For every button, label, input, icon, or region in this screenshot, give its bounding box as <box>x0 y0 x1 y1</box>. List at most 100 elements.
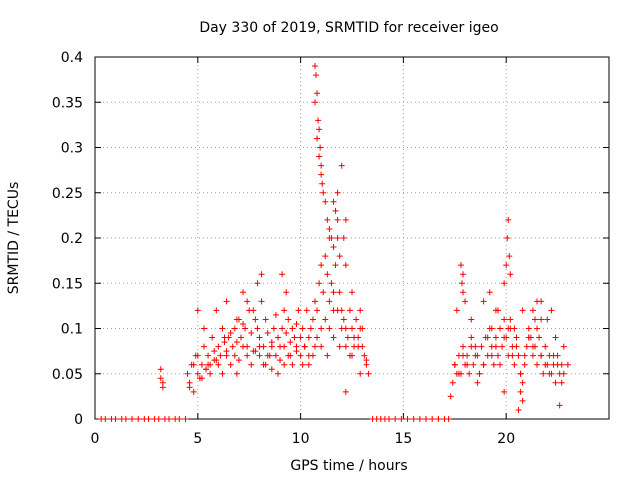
data-point <box>258 271 265 278</box>
grid-lines <box>95 57 609 419</box>
data-point <box>318 325 325 332</box>
data-point <box>221 334 228 341</box>
data-point <box>328 280 335 287</box>
data-point <box>556 402 563 409</box>
data-point <box>309 316 316 323</box>
data-point <box>497 325 504 332</box>
data-point <box>219 325 226 332</box>
data-point <box>355 343 362 350</box>
data-point <box>336 343 343 350</box>
data-point <box>517 388 524 395</box>
data-point <box>416 416 423 422</box>
data-point <box>435 416 442 422</box>
data-point <box>297 352 304 359</box>
data-point <box>254 325 261 332</box>
data-point <box>135 416 142 422</box>
data-point <box>176 416 183 422</box>
data-point <box>363 357 370 364</box>
data-point <box>353 316 360 323</box>
data-point <box>211 357 218 364</box>
data-point <box>519 379 526 386</box>
data-point <box>538 352 545 359</box>
data-point <box>145 416 152 422</box>
data-point <box>468 343 475 350</box>
data-point <box>342 262 349 269</box>
data-point <box>560 343 567 350</box>
data-point <box>529 307 536 314</box>
data-point <box>501 388 508 395</box>
data-point <box>186 384 193 391</box>
data-point <box>564 361 571 368</box>
data-point <box>548 307 555 314</box>
data-point <box>398 416 405 422</box>
data-point <box>203 366 210 373</box>
data-point <box>316 153 323 160</box>
data-point <box>217 352 224 359</box>
data-point <box>270 325 277 332</box>
data-point <box>462 298 469 305</box>
data-point <box>552 334 559 341</box>
data-point <box>423 416 430 422</box>
data-point <box>324 216 331 223</box>
data-point <box>237 334 244 341</box>
data-point <box>311 99 318 106</box>
data-point <box>231 325 238 332</box>
data-point <box>283 330 290 337</box>
data-point <box>157 366 164 373</box>
data-point <box>268 343 275 350</box>
data-point <box>429 416 436 422</box>
data-point <box>166 416 173 422</box>
data-point <box>194 307 201 314</box>
data-point <box>507 271 514 278</box>
data-point <box>357 370 364 377</box>
data-point <box>305 361 312 368</box>
x-tick-label: 10 <box>292 431 310 447</box>
data-point <box>546 370 553 377</box>
data-point <box>506 253 513 260</box>
data-point <box>346 307 353 314</box>
data-point <box>460 352 467 359</box>
data-point <box>507 316 514 323</box>
data-point <box>287 339 294 346</box>
data-point <box>289 361 296 368</box>
data-point <box>342 388 349 395</box>
data-point <box>129 416 136 422</box>
data-point <box>277 357 284 364</box>
data-point <box>209 334 216 341</box>
data-point <box>318 162 325 169</box>
data-point <box>194 370 201 377</box>
data-point <box>281 361 288 368</box>
data-point <box>314 90 321 97</box>
data-point <box>159 384 166 391</box>
data-point <box>544 316 551 323</box>
data-point <box>359 325 366 332</box>
data-point <box>523 343 530 350</box>
data-point <box>351 334 358 341</box>
data-point <box>470 361 477 368</box>
data-point <box>342 343 349 350</box>
data-point <box>272 311 279 318</box>
data-point <box>244 352 251 359</box>
data-point <box>457 262 464 269</box>
data-point <box>404 416 411 422</box>
data-point <box>256 334 263 341</box>
data-point <box>279 325 286 332</box>
data-point <box>529 343 536 350</box>
data-point <box>258 298 265 305</box>
data-point <box>289 325 296 332</box>
data-point <box>511 325 518 332</box>
data-point <box>307 325 314 332</box>
data-point <box>190 361 197 368</box>
data-point <box>227 330 234 337</box>
data-point <box>287 352 294 359</box>
data-point <box>552 379 559 386</box>
data-point <box>494 352 501 359</box>
x-axis-label: GPS time / hours <box>290 458 407 474</box>
data-point <box>449 379 456 386</box>
data-point <box>157 375 164 382</box>
data-point <box>274 334 281 341</box>
data-point <box>219 370 226 377</box>
data-point <box>515 352 522 359</box>
data-point <box>536 334 543 341</box>
